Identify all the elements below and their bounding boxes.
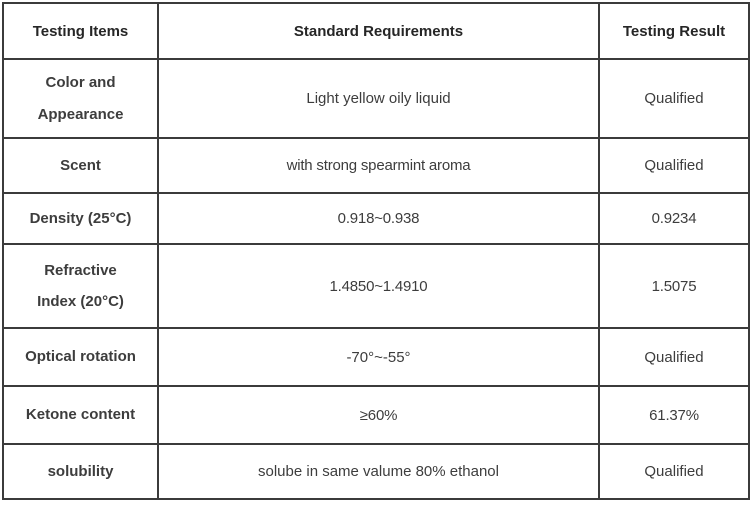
cell-standard-requirement: 0.918~0.938 bbox=[157, 192, 600, 245]
testing-spec-table-container: Testing Items Standard Requirements Test… bbox=[2, 2, 750, 500]
column-header-standard-requirements: Standard Requirements bbox=[157, 2, 600, 60]
column-header-testing-result: Testing Result bbox=[598, 2, 750, 60]
cell-testing-result: Qualified bbox=[598, 137, 750, 194]
cell-testing-result: 61.37% bbox=[598, 385, 750, 445]
table-row-refractive-index: Refractive Index (20°C) 1.4850~1.4910 1.… bbox=[2, 243, 750, 329]
cell-testing-result: Qualified bbox=[598, 443, 750, 500]
cell-testing-item: Density (25°C) bbox=[2, 192, 159, 245]
header-row: Testing Items Standard Requirements Test… bbox=[2, 2, 750, 60]
cell-standard-requirement: 1.4850~1.4910 bbox=[157, 243, 600, 329]
cell-testing-result: 0.9234 bbox=[598, 192, 750, 245]
table-row-optical-rotation: Optical rotation -70°~-55° Qualified bbox=[2, 327, 750, 387]
table-row-solubility: solubility solube in same valume 80% eth… bbox=[2, 443, 750, 500]
cell-testing-result: 1.5075 bbox=[598, 243, 750, 329]
cell-standard-requirement: ≥60% bbox=[157, 385, 600, 445]
cell-testing-result: Qualified bbox=[598, 58, 750, 139]
cell-testing-item: solubility bbox=[2, 443, 159, 500]
cell-testing-result: Qualified bbox=[598, 327, 750, 387]
table-row-color-appearance: Color and Appearance Light yellow oily l… bbox=[2, 58, 750, 139]
table-row-density: Density (25°C) 0.918~0.938 0.9234 bbox=[2, 192, 750, 245]
cell-testing-item: Color and Appearance bbox=[2, 58, 159, 139]
cell-testing-item: Refractive Index (20°C) bbox=[2, 243, 159, 329]
cell-testing-item: Ketone content bbox=[2, 385, 159, 445]
table-row-scent: Scent with strong spearmint aroma Qualif… bbox=[2, 137, 750, 194]
testing-spec-table: Testing Items Standard Requirements Test… bbox=[2, 2, 750, 500]
cell-standard-requirement: solube in same valume 80% ethanol bbox=[157, 443, 600, 500]
cell-standard-requirement: with strong spearmint aroma bbox=[157, 137, 600, 194]
cell-testing-item: Scent bbox=[2, 137, 159, 194]
cell-standard-requirement: Light yellow oily liquid bbox=[157, 58, 600, 139]
column-header-testing-items: Testing Items bbox=[2, 2, 159, 60]
cell-standard-requirement: -70°~-55° bbox=[157, 327, 600, 387]
cell-testing-item: Optical rotation bbox=[2, 327, 159, 387]
table-row-ketone-content: Ketone content ≥60% 61.37% bbox=[2, 385, 750, 445]
